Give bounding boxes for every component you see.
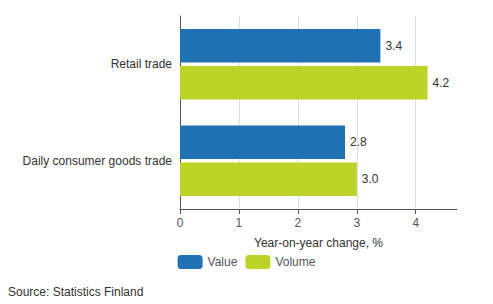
svg-text:3.4: 3.4 — [385, 39, 402, 53]
svg-text:Retail trade: Retail trade — [111, 57, 173, 71]
svg-text:1: 1 — [236, 216, 243, 230]
svg-text:Year-on-year change, %: Year-on-year change, % — [254, 236, 383, 250]
svg-text:Daily consumer goods trade: Daily consumer goods trade — [23, 154, 173, 168]
svg-text:3.0: 3.0 — [362, 172, 379, 186]
svg-text:Source: Statistics Finland: Source: Statistics Finland — [8, 285, 143, 299]
svg-text:4: 4 — [412, 216, 419, 230]
svg-text:2.8: 2.8 — [350, 135, 367, 149]
svg-text:4.2: 4.2 — [433, 76, 450, 90]
svg-text:Volume: Volume — [275, 255, 315, 269]
svg-text:3: 3 — [353, 216, 360, 230]
svg-text:Value: Value — [208, 255, 238, 269]
svg-text:2: 2 — [295, 216, 302, 230]
svg-text:0: 0 — [177, 216, 184, 230]
